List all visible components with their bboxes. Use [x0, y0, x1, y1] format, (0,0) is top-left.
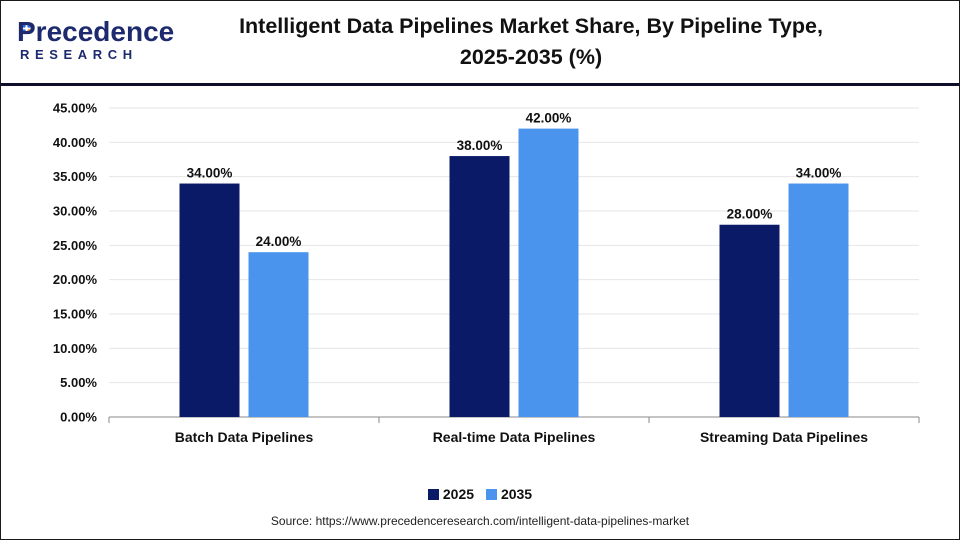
bar-chart: 0.00% 5.00% 10.00% 15.00% 20.00% 25.00% 30.00%… — [53, 101, 920, 445]
bars — [179, 128, 849, 418]
data-label: 34.00% — [187, 166, 233, 181]
y-tick-label: 35.00% — [53, 169, 98, 184]
y-tick-label: 0.00% — [60, 410, 97, 425]
y-tick-label: 20.00% — [53, 272, 98, 287]
y-tick-label: 15.00% — [53, 307, 98, 322]
data-label: 38.00% — [457, 138, 503, 153]
chart-title-line-2: 2025-2035 (%) — [459, 45, 603, 69]
data-labels: 34.00% 24.00% 38.00% 42.00% 28.00% 34.00% — [187, 111, 842, 250]
bar-2025 — [719, 224, 780, 417]
data-label: 42.00% — [526, 111, 572, 126]
x-category-label: Real-time Data Pipelines — [433, 429, 596, 445]
source-note: Source: https://www.precedenceresearch.c… — [270, 514, 690, 528]
gridlines — [109, 107, 919, 384]
y-tick-label: 5.00% — [60, 375, 97, 390]
data-label: 34.00% — [796, 166, 842, 181]
header: Precedence RESEARCH Intelligent Data Pip… — [1, 1, 959, 83]
x-category-label: Streaming Data Pipelines — [700, 429, 868, 445]
logo-subtext: RESEARCH — [20, 47, 138, 62]
legend-item-2035: 2035 — [485, 486, 533, 502]
legend: 2025 2035 — [1, 486, 959, 503]
legend-swatch-2035 — [485, 488, 497, 500]
bar-2035 — [248, 252, 309, 417]
legend-label-2025: 2025 — [442, 486, 475, 502]
header-divider — [1, 83, 959, 86]
bar-2035 — [788, 183, 849, 417]
legend-label-2035: 2035 — [500, 486, 533, 502]
y-tick-label: 30.00% — [53, 204, 98, 219]
logo-dots-icon — [22, 24, 31, 33]
bar-2025 — [179, 183, 240, 417]
legend-swatch-2025 — [427, 488, 439, 500]
chart-title: Intelligent Data Pipelines Market Share,… — [171, 11, 891, 73]
data-label: 24.00% — [256, 234, 302, 249]
y-tick-label: 40.00% — [53, 135, 98, 150]
chart-title-line-1: Intelligent Data Pipelines Market Share,… — [239, 14, 823, 38]
axes: 0.00% 5.00% 10.00% 15.00% 20.00% 25.00% 30.00%… — [53, 101, 920, 445]
bar-2035 — [518, 128, 579, 417]
x-category-label: Batch Data Pipelines — [175, 429, 314, 445]
logo-wordmark: Precedence — [17, 16, 175, 47]
data-label: 28.00% — [727, 207, 773, 222]
legend-item-2025: 2025 — [427, 486, 475, 502]
y-tick-label: 10.00% — [53, 341, 98, 356]
bar-2025 — [449, 156, 510, 418]
y-tick-label: 45.00% — [53, 101, 98, 116]
y-tick-label: 25.00% — [53, 238, 98, 253]
brand-logo: Precedence RESEARCH — [17, 17, 174, 67]
